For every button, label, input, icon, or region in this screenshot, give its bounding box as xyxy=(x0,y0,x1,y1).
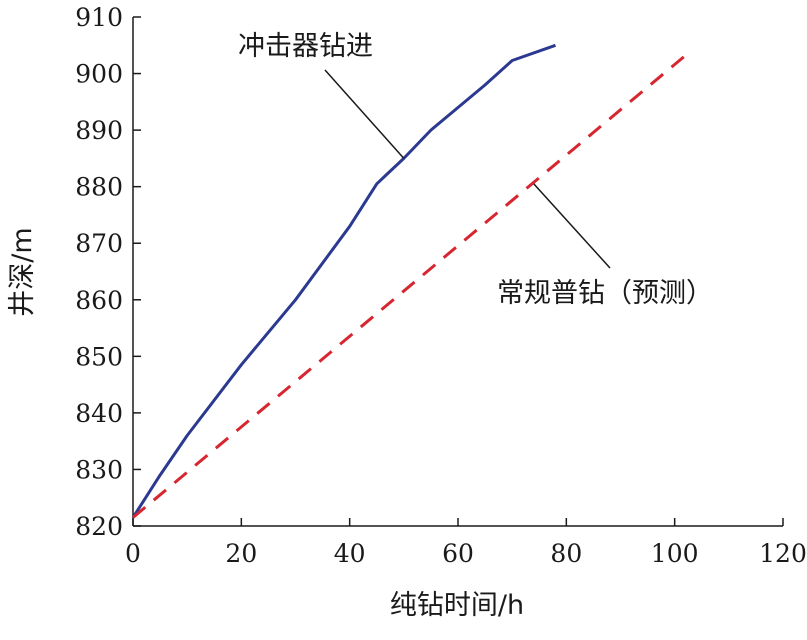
y-tick-label: 840 xyxy=(75,399,123,428)
x-tick-label: 100 xyxy=(651,539,699,568)
annotation-label: 常规普钻（预测） xyxy=(497,278,713,309)
x-axis-title: 纯钻时间/h xyxy=(390,590,524,621)
x-tick-label: 20 xyxy=(225,539,257,568)
y-tick-label: 890 xyxy=(75,116,123,145)
annotation-label: 冲击器钻进 xyxy=(238,31,373,62)
x-axis-ticks: 0 20 40 60 80 100 120 xyxy=(125,518,807,568)
annotation-leader-line xyxy=(324,69,405,159)
x-tick-label: 120 xyxy=(759,539,807,568)
series-layer xyxy=(131,43,692,519)
series-line-1 xyxy=(132,49,692,519)
y-tick-label: 910 xyxy=(75,3,123,32)
x-tick-label: 40 xyxy=(334,539,366,568)
y-tick-label: 820 xyxy=(75,512,123,541)
x-tick-label: 0 xyxy=(125,539,141,568)
y-axis-title: 井深/m xyxy=(7,227,38,316)
y-tick-label: 850 xyxy=(75,342,123,371)
y-tick-label: 880 xyxy=(75,173,123,202)
x-tick-label: 60 xyxy=(442,539,474,568)
y-tick-label: 900 xyxy=(75,60,123,89)
y-tick-label: 860 xyxy=(75,286,123,315)
x-tick-label: 80 xyxy=(550,539,582,568)
y-tick-label: 870 xyxy=(75,229,123,258)
y-tick-label: 830 xyxy=(75,455,123,484)
y-axis-ticks: 820 830 840 850 860 870 880 890 900 910 xyxy=(75,3,141,541)
annotation-leader-line xyxy=(533,183,611,269)
series-line-0 xyxy=(131,43,556,519)
